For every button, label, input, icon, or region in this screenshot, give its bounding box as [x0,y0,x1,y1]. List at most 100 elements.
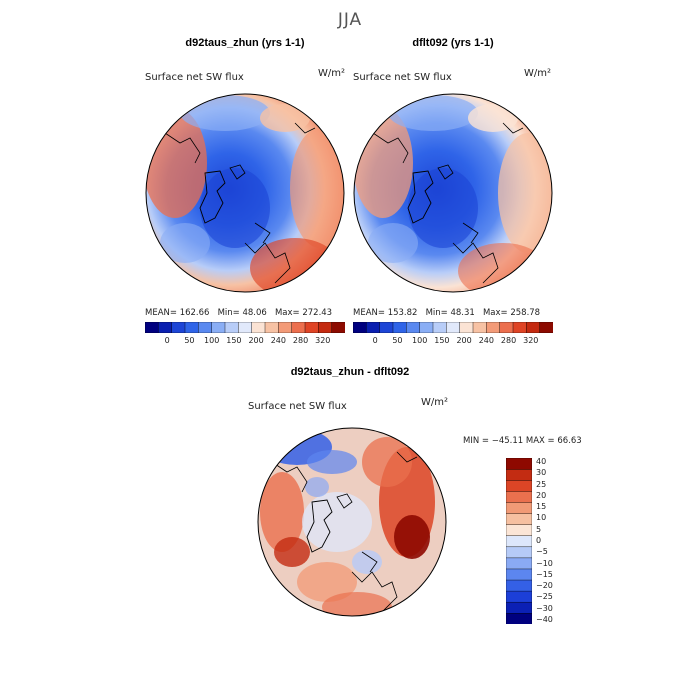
panel2-colorbar [353,322,553,333]
colorbar-swatch [486,322,501,333]
diff-colorbar-labels: 40 30 25 20 15 10 5 0 −5 −10 −15 −20 −25 −30 −40 [536,457,576,624]
colorbar-tick-label: −25 [536,592,553,602]
colorbar-swatch [211,322,226,333]
diff-variable: Surface net SW flux [248,401,347,412]
colorbar-tick-label: −10 [536,558,553,568]
colorbar-tick-label: 200 [248,336,264,345]
panel2-colorbar-labels: 0 50 100 150 200 240 280 320 [353,336,553,348]
colorbar-swatch [318,322,333,333]
colorbar-swatch [291,322,306,333]
colorbar-swatch [264,322,279,333]
colorbar-tick-label: 100 [412,336,428,345]
colorbar-tick-label: 25 [536,479,547,489]
colorbar-swatch [392,322,407,333]
colorbar-tick-label: 280 [500,336,517,345]
colorbar-tick-label: 0 [372,336,378,345]
colorbar-swatch [512,322,527,333]
colorbar-swatch [499,322,514,333]
colorbar-swatch [506,579,532,592]
diff-colorbar [506,458,532,624]
colorbar-swatch [278,322,293,333]
panel2-variable: Surface net SW flux [353,72,452,83]
panel2-max-label: Max= [482,308,508,318]
panel1-stats: MEAN= 162.66 Min= 48.06 Max= 272.43 [145,308,332,318]
colorbar-swatch [304,322,319,333]
colorbar-tick-label: 150 [434,336,450,345]
colorbar-swatch [472,322,487,333]
colorbar-swatch [432,322,447,333]
colorbar-swatch [224,322,239,333]
colorbar-tick-label: 0 [536,536,542,545]
colorbar-tick-label: 5 [536,524,542,534]
colorbar-tick-label: −30 [536,603,553,613]
colorbar-swatch [506,458,532,470]
colorbar-swatch [366,322,381,333]
colorbar-swatch [506,535,532,548]
colorbar-tick-label: 50 [184,336,195,345]
panel2-stats: MEAN= 153.82 Min= 48.31 Max= 258.78 [353,308,540,318]
colorbar-swatch [446,322,461,333]
colorbar-tick-label: 50 [392,336,403,345]
diff-map [257,427,447,617]
colorbar-tick-label: 200 [456,336,472,345]
colorbar-swatch [506,468,532,481]
colorbar-tick-label: −20 [536,581,553,591]
colorbar-swatch [238,322,253,333]
panel2-mean-label: MEAN= [353,308,385,318]
colorbar-tick-label: 150 [226,336,242,345]
panel1-map [145,93,345,293]
diff-units: W/m² [421,397,449,408]
colorbar-tick-label: −40 [536,615,553,624]
panel1-max-label: Max= [274,308,300,318]
panel2-min-value: 48.31 [450,308,475,318]
colorbar-swatch [184,322,199,333]
panel1-min-label: Min= [217,308,240,318]
colorbar-swatch [379,322,394,333]
colorbar-tick-label: 240 [478,336,494,345]
colorbar-swatch [506,568,532,581]
colorbar-swatch [506,546,532,559]
colorbar-swatch [331,322,345,333]
colorbar-tick-label: −5 [536,547,548,557]
colorbar-tick-label: 20 [536,490,547,500]
colorbar-tick-label: −15 [536,569,553,579]
diff-minmax: MIN = −45.11 MAX = 66.63 [463,436,582,446]
colorbar-tick-label: 10 [536,513,547,523]
colorbar-swatch [459,322,474,333]
panel1-max-value: 272.43 [302,308,333,318]
panel1-variable: Surface net SW flux [145,72,244,83]
colorbar-swatch [406,322,421,333]
colorbar-swatch [506,491,532,503]
panel2-units: W/m² [524,68,552,79]
colorbar-swatch [171,322,186,333]
colorbar-tick-label: 0 [164,336,170,345]
panel1-colorbar-labels: 0 50 100 150 200 240 280 320 [145,336,345,348]
colorbar-swatch [506,612,532,624]
colorbar-tick-label: 320 [315,336,331,345]
colorbar-swatch [251,322,266,333]
panel2-max-value: 258.78 [510,308,541,318]
panel1-mean-label: MEAN= [145,308,177,318]
colorbar-swatch [506,479,532,492]
panel1-colorbar [145,322,345,333]
colorbar-swatch [506,590,532,603]
colorbar-swatch [198,322,213,333]
panel1-title: d92taus_zhun (yrs 1-1) [185,37,305,49]
colorbar-tick-label: 320 [523,336,539,345]
colorbar-tick-label: 30 [536,468,547,478]
panel1-min-value: 48.06 [242,308,267,318]
colorbar-tick-label: 100 [204,336,220,345]
colorbar-tick-label: 40 [536,457,547,466]
colorbar-swatch [506,524,532,536]
colorbar-swatch [506,502,532,514]
panel1-mean-value: 162.66 [179,308,210,318]
colorbar-swatch [145,322,159,333]
colorbar-tick-label: 15 [536,502,547,512]
colorbar-swatch [506,601,532,614]
colorbar-swatch [539,322,553,333]
diff-title: d92taus_zhun - dflt092 [290,366,410,378]
colorbar-swatch [506,557,532,570]
panel2-mean-value: 153.82 [387,308,418,318]
colorbar-swatch [526,322,541,333]
panel2-min-label: Min= [425,308,448,318]
